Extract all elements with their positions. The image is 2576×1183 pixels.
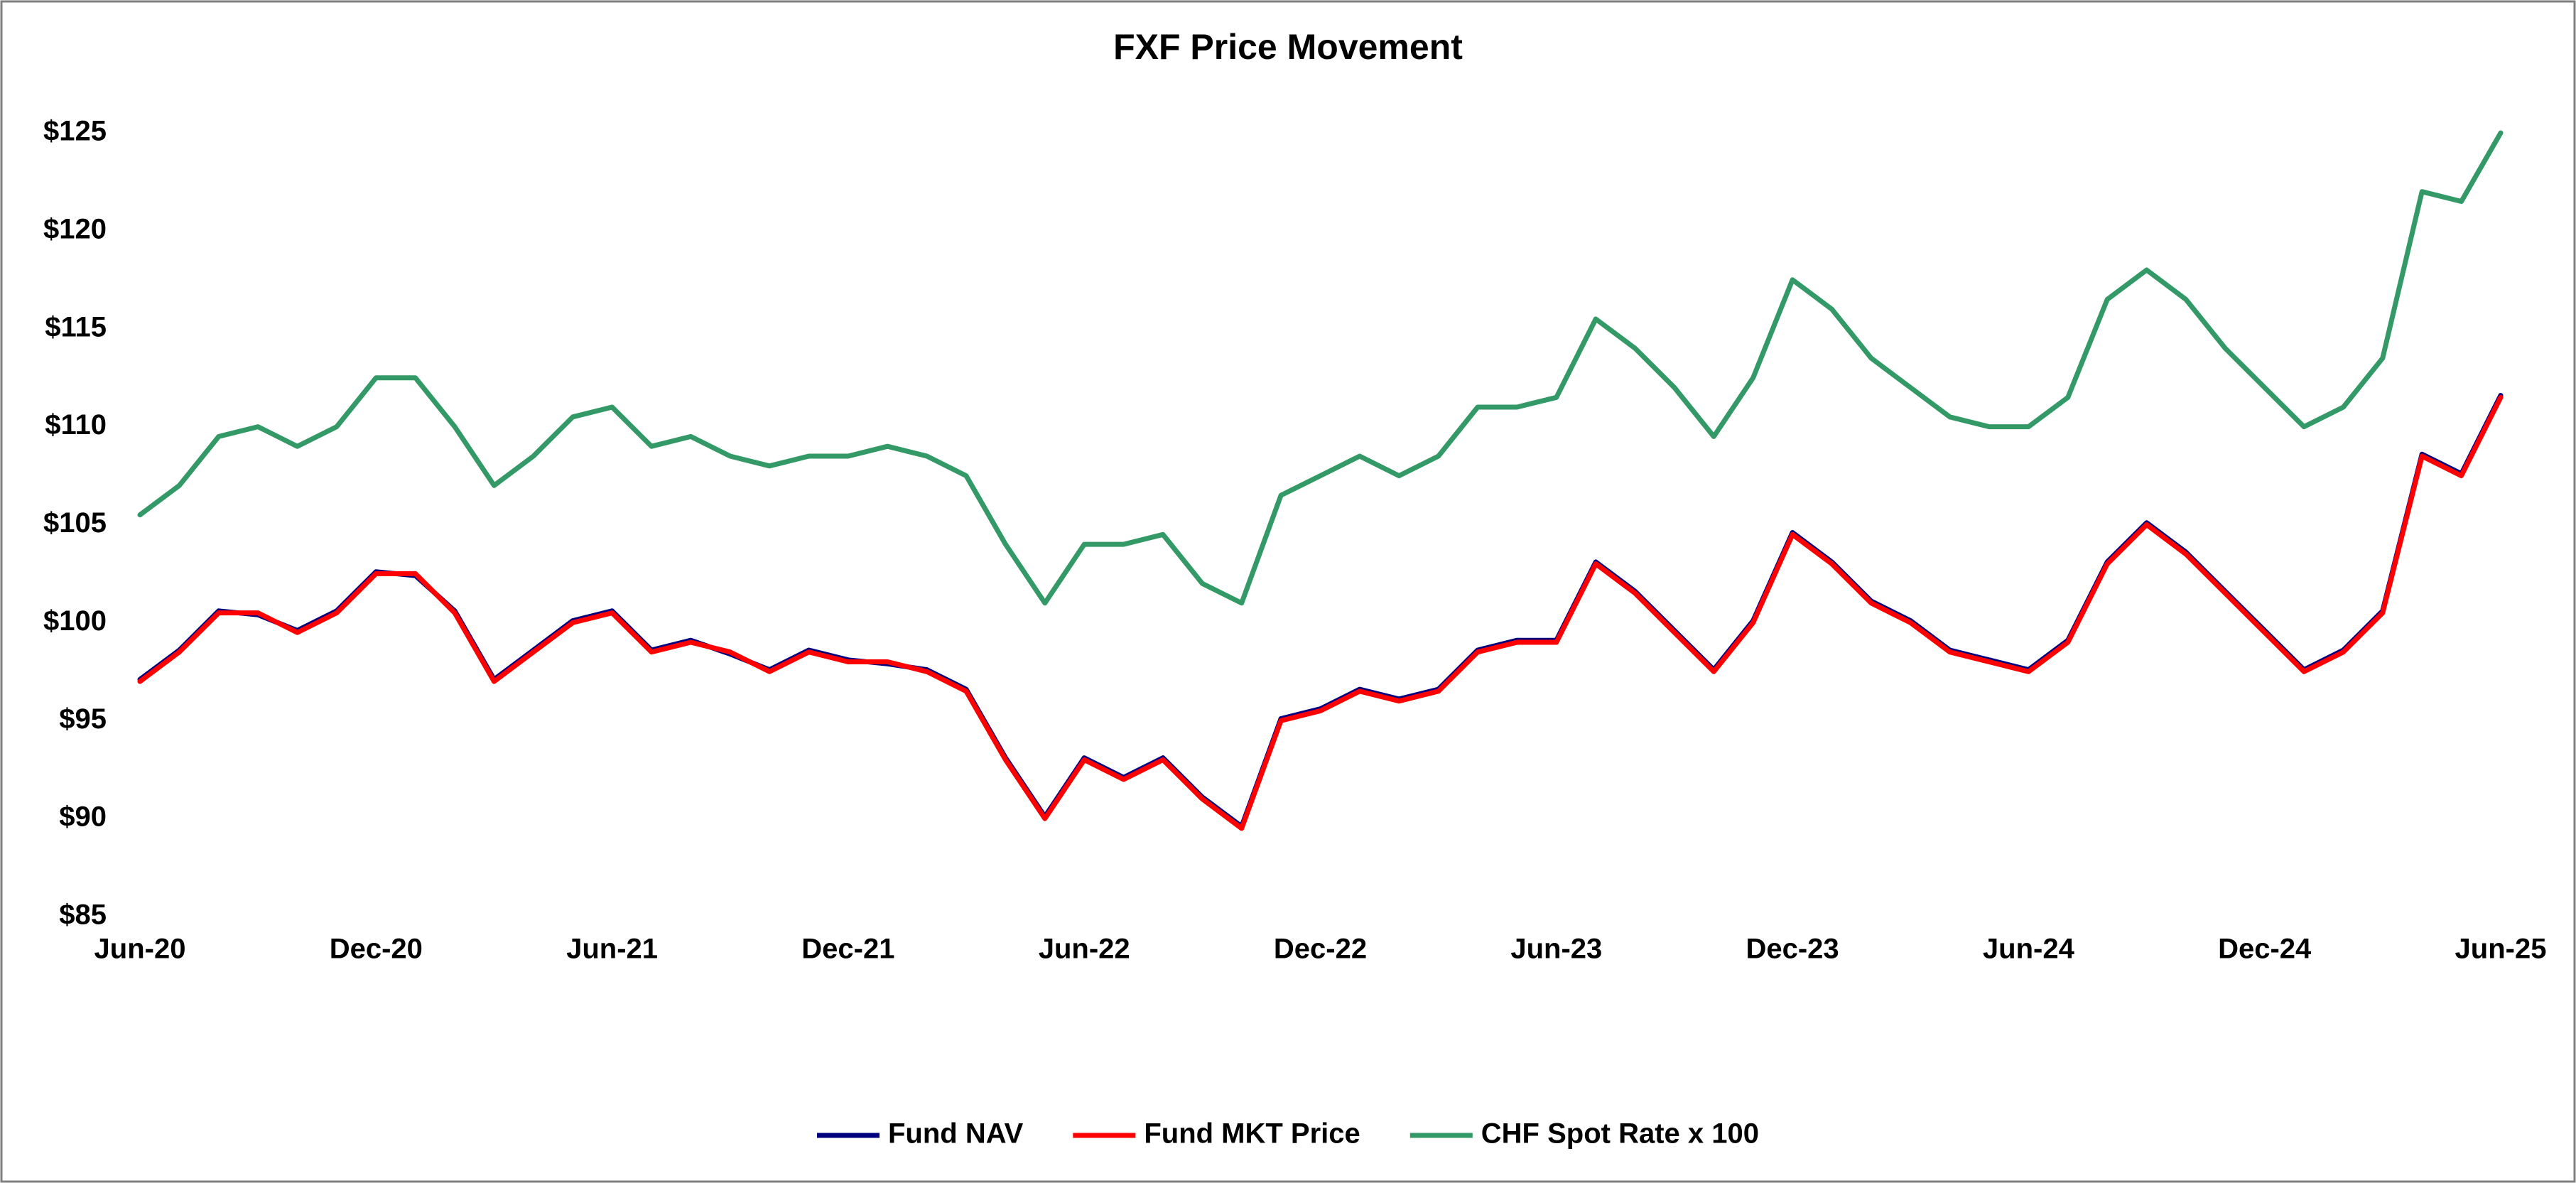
- x-tick-label: Dec-23: [1746, 934, 1839, 965]
- series-line: [137, 394, 2504, 831]
- chart-title: FXF Price Movement: [1113, 27, 1463, 67]
- legend-label: CHF Spot Rate x 100: [1481, 1118, 1759, 1150]
- y-tick-label: $120: [43, 213, 107, 244]
- x-tick-label: Jun-22: [1039, 934, 1130, 965]
- y-tick-label: $125: [43, 116, 107, 147]
- legend-label: Fund NAV: [888, 1118, 1024, 1150]
- legend: Fund NAV Fund MKT Price CHF Spot Rate x 10…: [816, 1118, 1759, 1150]
- x-tick-label: Jun-23: [1510, 934, 1602, 965]
- series-line: [137, 130, 2504, 606]
- x-tick-label: Jun-20: [94, 934, 186, 965]
- y-tick-label: $90: [59, 801, 107, 833]
- x-tick-label: Jun-21: [566, 934, 658, 965]
- x-tick-label: Dec-21: [801, 934, 894, 965]
- y-tick-label: $105: [43, 507, 107, 539]
- y-tick-label: $110: [45, 409, 107, 441]
- x-tick-label: Jun-24: [1983, 934, 2075, 965]
- x-tick-label: Dec-22: [1274, 934, 1367, 965]
- y-tick-label: $115: [45, 311, 107, 342]
- legend-label: Fund MKT Price: [1144, 1118, 1360, 1150]
- y-tick-label: $95: [59, 703, 107, 735]
- x-tick-label: Jun-25: [2455, 934, 2547, 965]
- y-tick-label: $100: [43, 605, 107, 637]
- x-tick-label: Dec-24: [2218, 934, 2312, 965]
- y-tick-label: $85: [59, 900, 107, 931]
- x-tick-label: Dec-20: [330, 934, 423, 965]
